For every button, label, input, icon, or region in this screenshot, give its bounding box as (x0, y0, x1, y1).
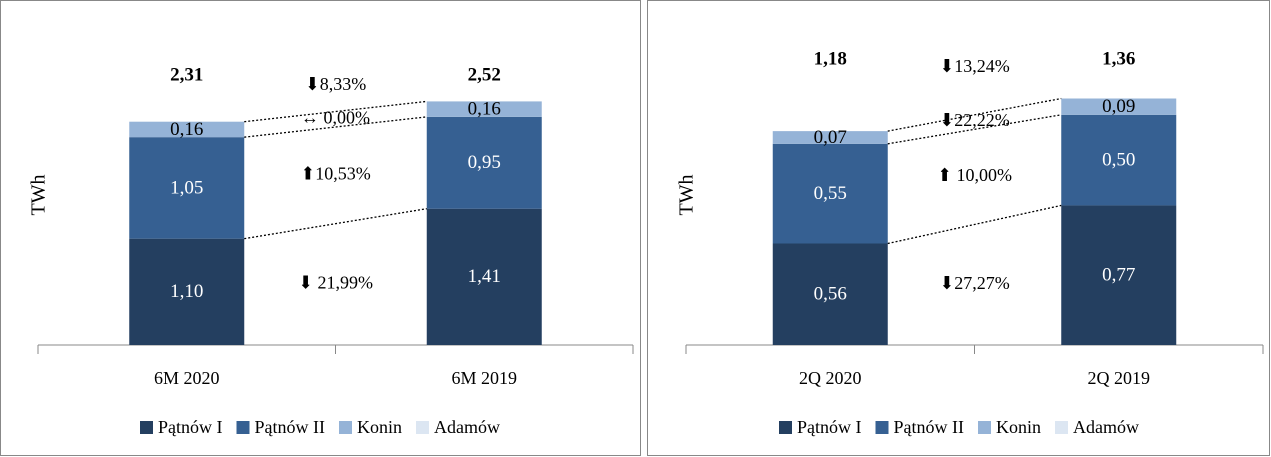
change-annotation: ⬇8,33% (305, 74, 367, 94)
total-label: 1,36 (1102, 48, 1135, 69)
bar-segment (426, 208, 542, 345)
legend-swatch (416, 421, 429, 434)
change-annotation: ⬆10,53% (300, 163, 371, 183)
bar-segment (1061, 98, 1177, 115)
value-label: 0,16 (170, 119, 203, 140)
change-annotation: ⬆ 10,00% (937, 165, 1012, 185)
connector (244, 208, 427, 240)
legend-swatch (140, 421, 153, 434)
panel-frame (0, 0, 641, 456)
legend-swatch (779, 421, 792, 434)
legend-label: Pątnów I (797, 417, 862, 437)
legend-label: Konin (996, 417, 1041, 437)
value-label: 0,77 (1102, 265, 1135, 286)
panel-frame (647, 0, 1270, 456)
change-annotation: ⬇27,27% (939, 273, 1010, 293)
value-label: 1,05 (170, 177, 203, 198)
value-label: 1,41 (468, 266, 501, 287)
connector (887, 204, 1062, 245)
bar-segment (129, 121, 245, 138)
connector (887, 114, 1062, 145)
y-axis-label: TWh (676, 174, 698, 215)
value-label: 0,07 (814, 127, 847, 148)
total-label: 1,18 (814, 48, 847, 69)
bar-segment (772, 131, 888, 144)
y-axis-label: TWh (28, 174, 50, 215)
legend-swatch (978, 421, 991, 434)
x-tick-label: 6M 2019 (451, 368, 517, 388)
connector (244, 100, 427, 123)
connector (244, 116, 427, 138)
change-annotation: ↔ 0,00% (301, 107, 370, 127)
value-label: 0,16 (468, 98, 501, 119)
connector (887, 97, 1062, 132)
total-label: 2,31 (170, 64, 203, 85)
change-annotation: ⬇22,22% (939, 110, 1010, 130)
x-tick-label: 2Q 2019 (1088, 368, 1151, 388)
bar-segment (129, 137, 245, 239)
legend-swatch (875, 421, 889, 434)
legend-swatch (339, 421, 352, 434)
legend-label: Pątnów II (894, 417, 965, 437)
bar-segment (772, 243, 888, 345)
x-tick-label: 2Q 2020 (799, 368, 862, 388)
value-label: 0,56 (814, 284, 847, 305)
bar-segment (1061, 114, 1177, 206)
bar-segment (129, 238, 245, 345)
legend-swatch (236, 421, 250, 434)
bar-segment (426, 116, 542, 209)
value-label: 0,55 (814, 183, 847, 204)
change-annotation: ⬇13,24% (939, 56, 1010, 76)
bar-segment (772, 143, 888, 244)
legend-label: Konin (357, 417, 402, 437)
value-label: 0,95 (468, 152, 501, 173)
total-label: 2,52 (468, 64, 501, 85)
legend-label: Pątnów II (255, 417, 326, 437)
x-tick-label: 6M 2020 (154, 368, 220, 388)
legend-label: Adamów (1073, 417, 1139, 437)
bar-segment (426, 101, 542, 117)
value-label: 1,10 (170, 281, 203, 302)
legend-label: Adamów (434, 417, 500, 437)
value-label: 0,50 (1102, 149, 1135, 170)
bar-segment (1061, 205, 1177, 345)
legend-swatch (1055, 421, 1068, 434)
change-annotation: ⬇ 21,99% (298, 272, 373, 292)
legend-label: Pątnów I (158, 417, 223, 437)
value-label: 0,09 (1102, 96, 1135, 117)
